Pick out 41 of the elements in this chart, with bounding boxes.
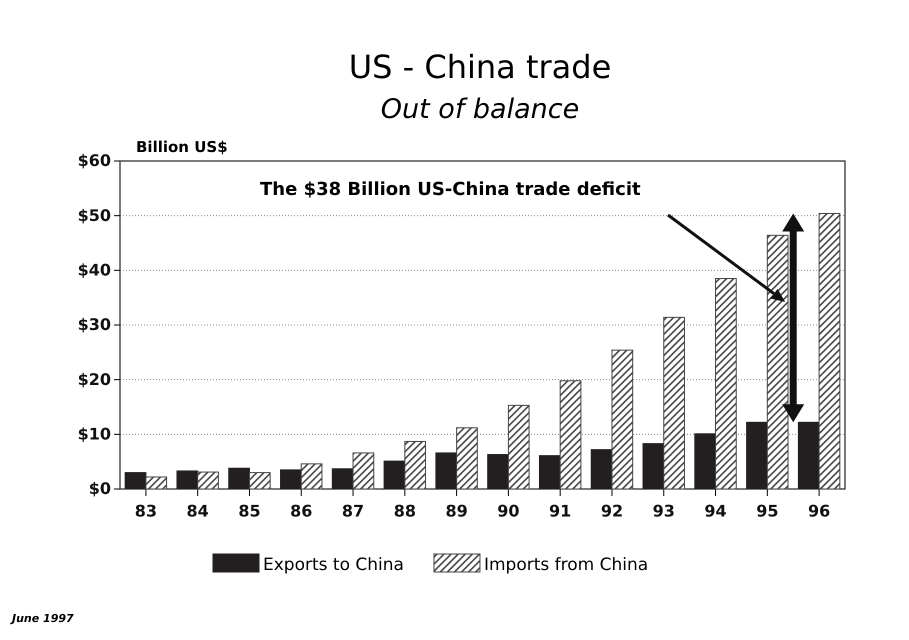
bar	[456, 427, 478, 490]
y-tick-label: $60	[78, 151, 111, 170]
y-tick-label: $50	[78, 206, 111, 225]
bar	[611, 350, 634, 490]
y-tick-label: $0	[88, 479, 111, 498]
annotation: The $38 Billion US-China trade deficit	[260, 179, 641, 200]
chart-subtitle: Out of balance	[380, 94, 580, 125]
legend-label: Imports from China	[484, 555, 648, 575]
bar	[715, 278, 737, 490]
bar	[352, 452, 374, 490]
y-tick-label: $10	[78, 424, 111, 444]
bar	[300, 463, 322, 490]
y-tick-label: $20	[78, 370, 111, 389]
legend-label: Exports to China	[263, 555, 404, 575]
text: June 1997	[10, 612, 74, 625]
chart-title: US - China trade	[348, 48, 612, 86]
x-tick-label: 91	[549, 502, 572, 521]
x-tick-label: 84	[186, 502, 209, 521]
bar	[818, 212, 840, 490]
y-tick-label: $40	[78, 260, 111, 280]
bar	[197, 472, 219, 490]
x-tick-label: 87	[342, 502, 364, 521]
bar	[404, 440, 426, 490]
x-tick-label: 89	[445, 502, 468, 521]
bar	[560, 380, 582, 490]
x-tick-label: 92	[600, 502, 624, 521]
x-tick-label: 86	[290, 502, 312, 521]
x-tick-label: 93	[652, 502, 675, 521]
bar	[663, 316, 685, 490]
x-tick-label: 88	[394, 502, 416, 521]
bar	[248, 472, 271, 490]
bar	[508, 404, 530, 490]
x-tick-label: 90	[497, 502, 520, 521]
x-tick-label: 95	[756, 502, 778, 521]
y-tick-label: $30	[78, 315, 111, 334]
x-tick-label: 83	[134, 502, 158, 521]
x-tick-label: 85	[238, 502, 261, 521]
bar	[145, 476, 168, 490]
x-tick-label: 94	[704, 502, 727, 521]
y-axis-title: Billion US$	[136, 138, 228, 156]
x-tick-label: 96	[808, 502, 830, 521]
